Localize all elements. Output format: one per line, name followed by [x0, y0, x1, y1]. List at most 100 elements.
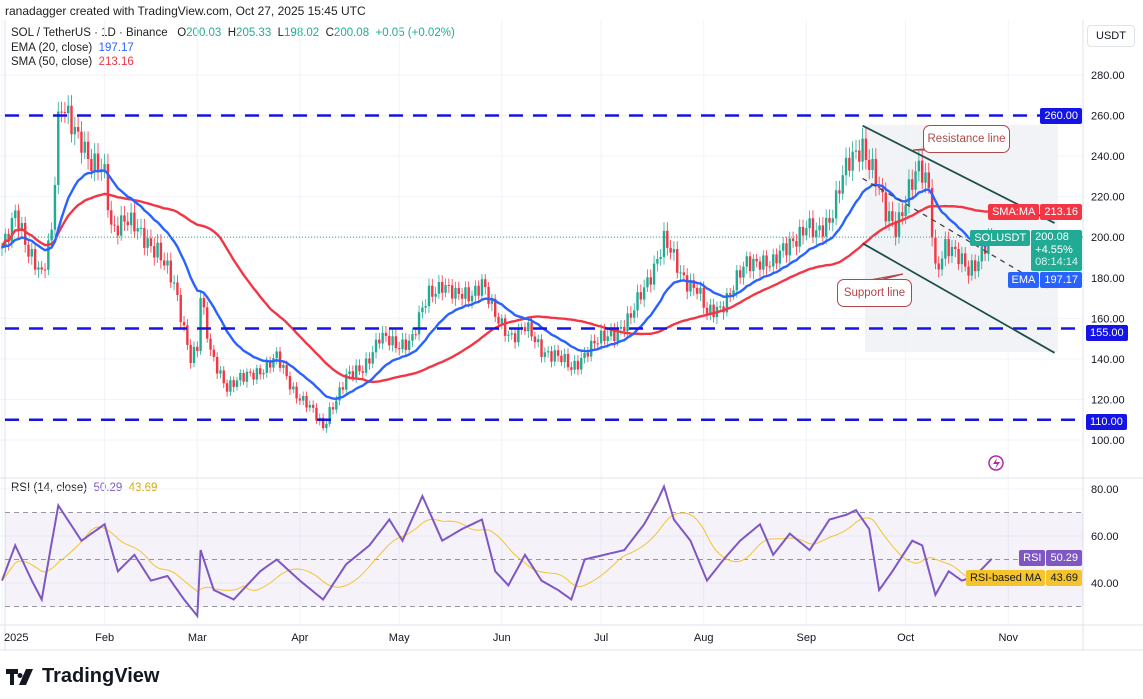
candle-body: [239, 373, 242, 381]
sma-tag-value: 213.16: [1040, 204, 1082, 220]
candle-body: [308, 404, 312, 408]
candle-body: [765, 255, 768, 267]
candle-body: [934, 237, 937, 264]
rsi-legend[interactable]: RSI (14, close) 50.29 43.69: [11, 482, 157, 494]
price-tick-label: 100.00: [1091, 435, 1125, 447]
candle-body: [424, 306, 427, 308]
candle-body: [351, 371, 355, 378]
rsi-ma-value: 43.69: [128, 482, 158, 494]
candle-body: [599, 330, 603, 344]
candle-body: [421, 307, 424, 313]
candle-body: [877, 186, 881, 189]
rsi-tick-label: 80.00: [1091, 484, 1119, 496]
candle-body: [268, 360, 272, 368]
change-value: +0.05 (+0.02%): [375, 27, 455, 39]
candle-body: [335, 400, 338, 410]
candle-body: [510, 333, 513, 335]
candle-body: [129, 212, 133, 226]
support-line-note[interactable]: Support line: [837, 279, 912, 307]
candle-body: [679, 272, 682, 274]
candle-body: [63, 112, 67, 114]
candle-body: [90, 158, 93, 172]
candle-body: [232, 380, 235, 387]
candle-body: [540, 339, 543, 357]
candle-body: [172, 282, 176, 284]
rsi-value: 50.29: [93, 482, 123, 494]
candle-body: [245, 371, 249, 382]
candle-body: [967, 266, 970, 276]
candle-body: [887, 211, 891, 222]
candle-body: [467, 287, 470, 302]
high-label: H: [227, 27, 237, 39]
candle-body: [434, 293, 437, 297]
candle-body: [255, 368, 259, 380]
candle-body: [609, 329, 613, 337]
candle-body: [106, 164, 110, 211]
candle-body: [139, 228, 143, 230]
candle-body: [596, 343, 599, 345]
candle-body: [358, 365, 361, 372]
candle-body: [76, 126, 80, 132]
tradingview-logo[interactable]: TradingView: [6, 665, 159, 688]
sma-value: 213.16: [98, 56, 134, 68]
candle-body: [940, 258, 944, 270]
candle-body: [272, 358, 275, 368]
candle-body: [838, 190, 841, 194]
candle-body: [73, 126, 77, 135]
candle-body: [702, 287, 705, 308]
price-tick-label: 220.00: [1091, 192, 1125, 204]
price-tick-label: 260.00: [1091, 111, 1125, 123]
candle-body: [712, 304, 715, 318]
candle-body: [719, 306, 722, 308]
symbol-name: SOL / TetherUS · 1D · Binance: [11, 27, 168, 39]
candle-body: [30, 249, 33, 257]
candle-body: [202, 298, 206, 308]
candle-body: [470, 295, 474, 302]
candle-body: [639, 292, 643, 300]
candle-body: [166, 260, 169, 266]
candle-body: [149, 238, 153, 247]
open-value: 200.03: [186, 27, 222, 39]
candle-body: [947, 238, 950, 257]
candle-body: [629, 313, 633, 318]
rsi-ma-line: [1, 512, 992, 592]
candle-body: [801, 226, 805, 236]
ema-legend[interactable]: EMA (20, close) 197.17: [11, 42, 134, 54]
candle-body: [43, 269, 47, 271]
candle-body: [507, 334, 510, 336]
candle-body: [897, 212, 901, 237]
rsi-ma-tag-label: RSI-based MA: [965, 570, 1046, 586]
candle-body: [901, 212, 904, 216]
candle-body: [454, 287, 457, 299]
candle-body: [37, 267, 40, 270]
candle-body: [695, 287, 699, 294]
candle-body: [964, 253, 967, 267]
resistance-line-note[interactable]: Resistance line: [923, 125, 1010, 153]
candle-body: [904, 205, 907, 216]
close-label: C: [325, 27, 334, 39]
level-155-tag: 155.00: [1086, 325, 1128, 341]
candle-body: [53, 184, 57, 230]
candle-body: [954, 246, 957, 250]
candle-body: [649, 277, 652, 285]
candle-body: [729, 293, 732, 295]
candle-body: [815, 230, 818, 238]
ema-label: EMA (20, close): [11, 42, 93, 54]
rsi-tag-value: 50.29: [1046, 550, 1082, 566]
candle-body: [67, 105, 70, 114]
candle-body: [762, 255, 765, 270]
candle-body: [398, 348, 401, 350]
candle-body: [23, 222, 27, 245]
candle-body: [123, 215, 126, 222]
currency-selector[interactable]: USDT: [1087, 25, 1135, 47]
candle-body: [685, 275, 689, 292]
sma-legend[interactable]: SMA (50, close) 213.16: [11, 56, 134, 68]
candle-body: [249, 371, 252, 373]
candle-body: [219, 370, 222, 374]
candle-body: [20, 222, 24, 231]
symbol-legend: SOL / TetherUS · 1D · Binance O200.03 H2…: [11, 27, 455, 39]
candle-body: [189, 344, 192, 363]
candle-body: [563, 353, 566, 363]
candle-body: [676, 249, 679, 273]
